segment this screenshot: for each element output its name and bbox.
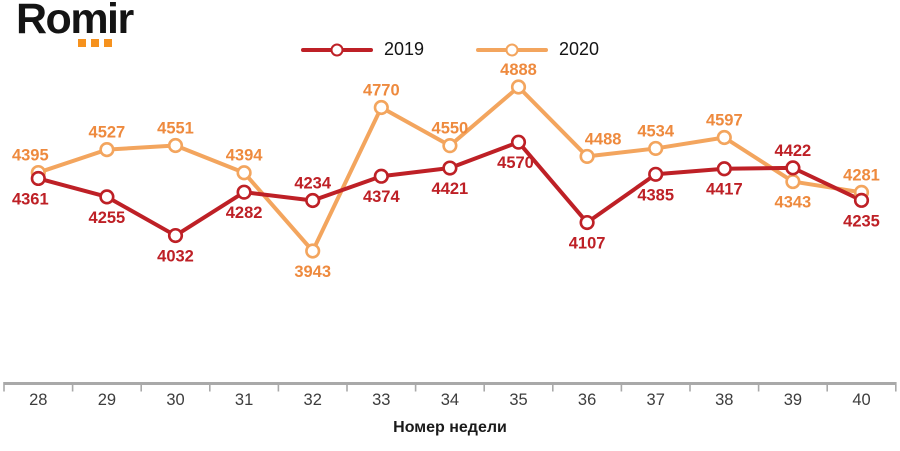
legend-marker-2020-icon [505, 43, 519, 56]
legend-marker-2019-icon [330, 43, 344, 56]
legend-label-2020: 2020 [559, 39, 600, 59]
data-point-2019 [510, 134, 527, 150]
data-label-2020: 3943 [294, 263, 331, 281]
x-axis-title: Номер недели [393, 419, 507, 436]
data-point-2020 [785, 173, 801, 190]
data-point-2020 [716, 129, 732, 146]
data-point-2019 [236, 184, 252, 200]
legend-item-2019: 2019 [300, 39, 424, 60]
data-point-2019 [442, 160, 458, 176]
data-point-2020 [99, 142, 115, 158]
data-point-2019 [167, 227, 184, 244]
data-label-2019: 4361 [12, 190, 49, 208]
x-tick-label: 29 [98, 391, 116, 409]
data-label-2019: 4107 [569, 235, 606, 253]
data-point-2020 [305, 243, 321, 259]
x-tick-label: 35 [509, 391, 527, 409]
data-label-2019: 4374 [363, 188, 401, 206]
romir-logo: Romir [16, 0, 134, 50]
data-point-2019 [305, 192, 321, 209]
data-point-2020 [167, 137, 184, 154]
data-label-2019: 4385 [637, 186, 674, 204]
romir-logo-text: Romir [16, 0, 134, 43]
data-point-2020 [648, 140, 664, 157]
data-label-2019: 4282 [226, 204, 263, 222]
data-label-2019: 4255 [89, 209, 126, 227]
x-tick-label: 36 [578, 391, 596, 409]
chart-legend: 2019 2020 [0, 39, 900, 60]
data-label-2019: 4422 [775, 142, 812, 160]
x-tick-label: 33 [372, 391, 390, 409]
data-point-2019 [716, 161, 732, 177]
data-label-2020: 4770 [363, 81, 400, 99]
data-point-2019 [648, 166, 664, 182]
data-label-2020: 4343 [775, 194, 812, 212]
data-point-2019 [99, 189, 115, 205]
legend-line-2019-icon [300, 43, 373, 56]
data-label-2019: 4570 [497, 154, 534, 172]
data-point-2020 [373, 99, 389, 116]
x-tick-label: 39 [784, 391, 802, 409]
x-tick-label: 37 [647, 391, 665, 409]
data-label-2019: 4032 [157, 248, 194, 266]
data-point-2020 [579, 148, 595, 165]
data-point-2020 [442, 138, 458, 154]
data-label-2020: 4395 [12, 147, 49, 165]
data-label-2019: 4235 [843, 212, 880, 230]
legend-item-2020: 2020 [476, 39, 599, 60]
data-label-2020: 4527 [89, 124, 126, 142]
data-point-2019 [853, 192, 870, 208]
data-point-2019 [785, 160, 801, 176]
x-tick-label: 31 [235, 391, 253, 409]
x-tick-label: 38 [715, 391, 733, 409]
data-point-2019 [30, 170, 46, 187]
x-tick-label: 30 [166, 391, 184, 409]
data-label-2019: 4421 [432, 180, 469, 198]
data-label-2020: 4281 [843, 166, 880, 184]
data-point-2020 [236, 165, 252, 181]
data-label-2019: 4417 [706, 181, 743, 199]
legend-line-2020-icon [476, 43, 548, 56]
x-tick-label: 28 [29, 391, 47, 409]
x-tick-label: 40 [852, 391, 870, 409]
data-point-2019 [373, 168, 389, 184]
legend-label-2019: 2019 [383, 39, 424, 59]
data-label-2020: 4550 [432, 120, 469, 138]
x-tick-label: 34 [441, 391, 459, 409]
romir-logo-dots-icon [78, 39, 112, 47]
data-label-2020: 4551 [157, 119, 194, 137]
data-label-2020: 4597 [706, 112, 743, 130]
data-label-2019: 4234 [294, 174, 332, 192]
data-point-2020 [510, 79, 527, 95]
data-label-2020: 4488 [585, 130, 622, 148]
x-tick-label: 32 [304, 391, 322, 409]
data-label-2020: 4534 [637, 122, 675, 140]
data-label-2020: 4394 [226, 147, 264, 165]
data-point-2019 [579, 214, 595, 231]
data-label-2020: 4888 [500, 61, 537, 79]
